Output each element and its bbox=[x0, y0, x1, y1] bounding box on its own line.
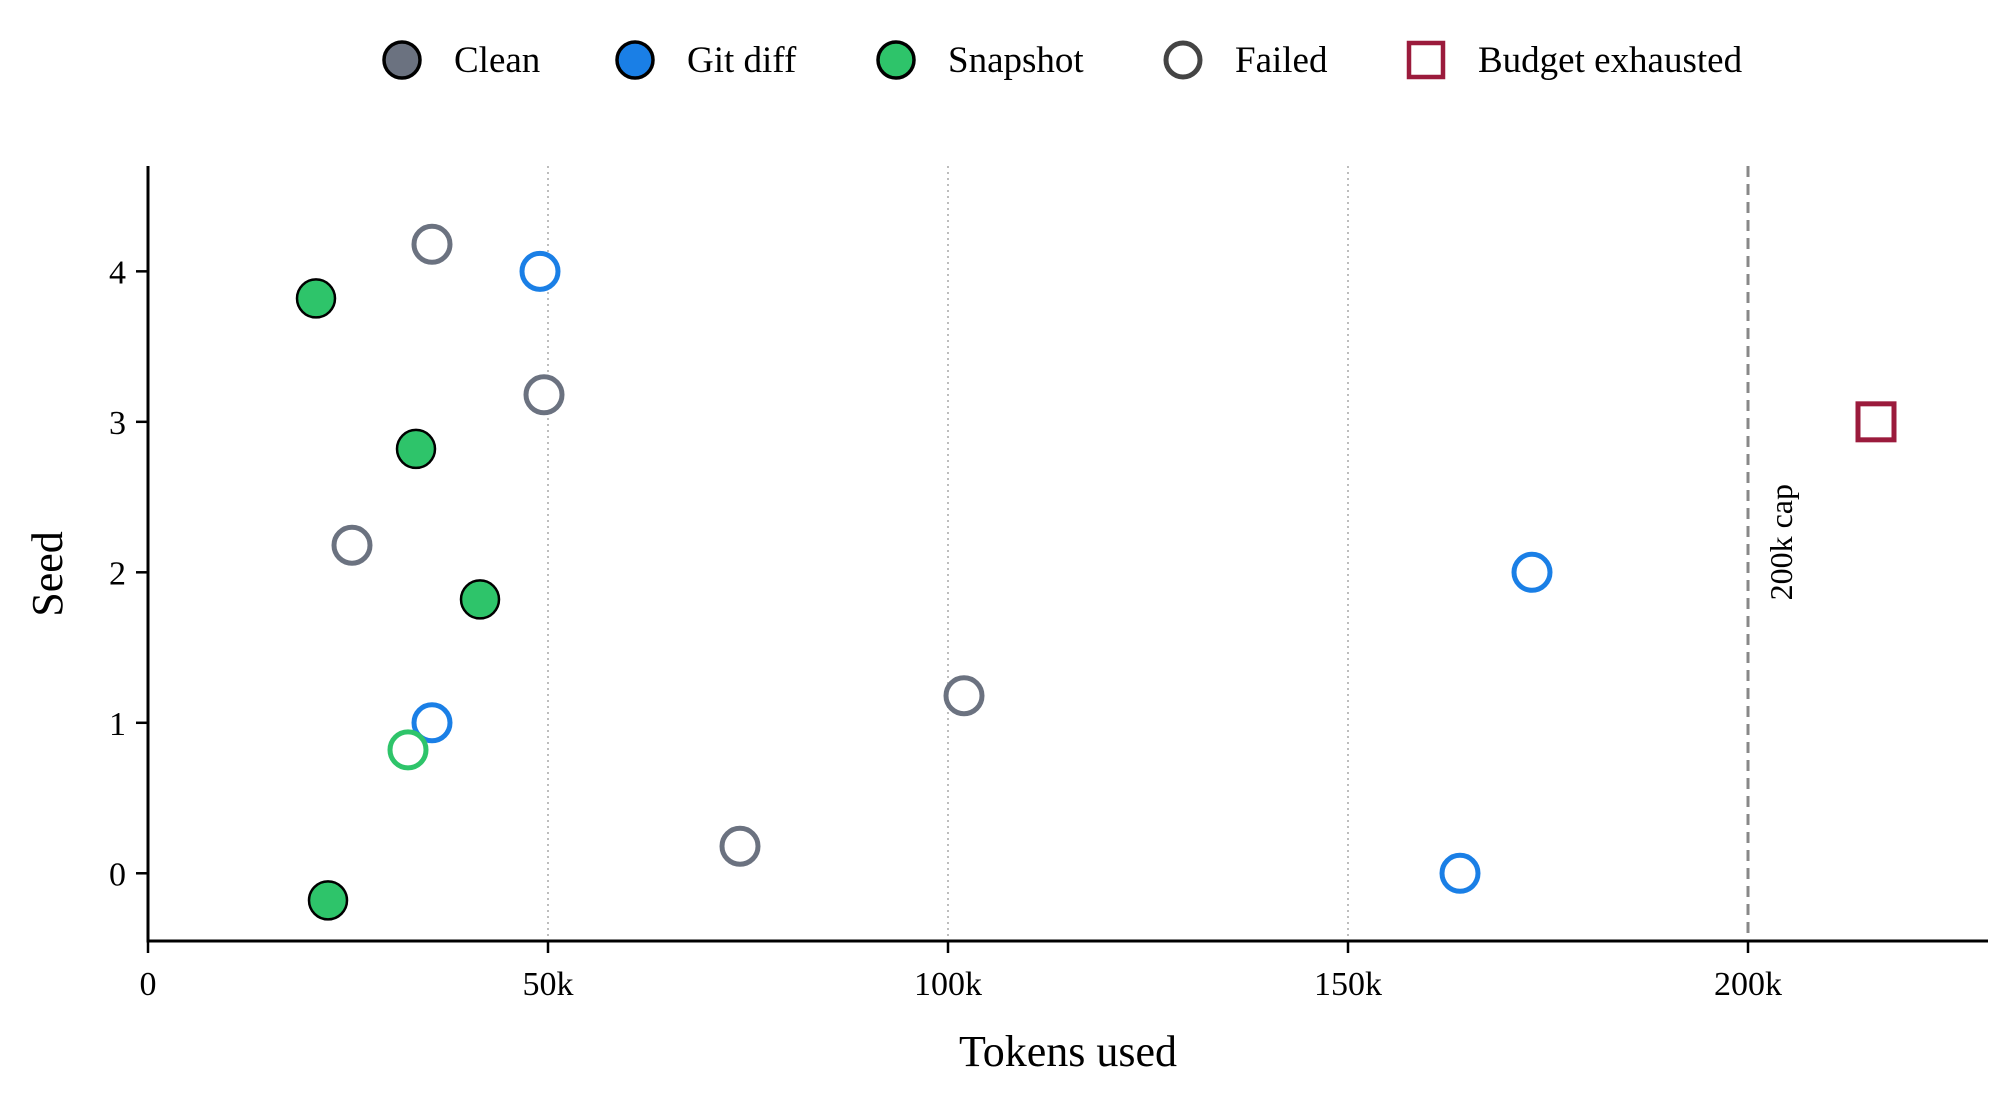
legend-marker bbox=[382, 40, 422, 80]
data-points bbox=[295, 223, 1897, 921]
legend-label: Budget exhausted bbox=[1478, 40, 1743, 81]
x-tick-label: 0 bbox=[140, 966, 157, 1003]
x-tick-label: 50k bbox=[523, 966, 574, 1003]
x-axis-label: Tokens used bbox=[959, 1027, 1177, 1076]
x-tick-label: 100k bbox=[914, 966, 982, 1003]
cap-reference-label: 200k cap bbox=[1763, 484, 1799, 600]
y-tick-label: 1 bbox=[109, 706, 126, 743]
y-axis-label: Seed bbox=[23, 531, 72, 617]
failed-point bbox=[1439, 852, 1481, 894]
failed-point bbox=[1511, 551, 1553, 593]
legend-label: Failed bbox=[1235, 40, 1328, 81]
legend-marker bbox=[1406, 40, 1446, 80]
legend-label: Snapshot bbox=[948, 40, 1084, 81]
legend: Clean Git diff Snapshot Failed Budget exhaus… bbox=[382, 40, 1743, 81]
x-tick-label: 200k bbox=[1714, 966, 1782, 1003]
reference-line-group: 200k cap bbox=[1746, 166, 1799, 941]
y-tick-label: 2 bbox=[109, 555, 126, 592]
snapshot-point bbox=[395, 428, 437, 470]
legend-label: Git diff bbox=[687, 40, 797, 81]
legend-label: Clean bbox=[454, 40, 540, 81]
failed-point bbox=[411, 702, 453, 744]
failed-point bbox=[411, 223, 453, 265]
failed-point bbox=[387, 729, 429, 771]
x-tick-label: 150k bbox=[1314, 966, 1382, 1003]
gridlines bbox=[547, 166, 1349, 941]
y-tick-label: 4 bbox=[109, 254, 126, 291]
failed-point bbox=[519, 250, 561, 292]
failed-point bbox=[523, 374, 565, 416]
failed-point bbox=[943, 675, 985, 717]
y-tick-label: 0 bbox=[109, 856, 126, 893]
y-tick-label: 3 bbox=[109, 405, 126, 442]
snapshot-point bbox=[307, 880, 349, 921]
snapshot-point bbox=[459, 579, 501, 620]
axes: 0 50k 100k 150k 200k 0 1 2 3 4 bbox=[109, 166, 1988, 1003]
budget-exhausted-point bbox=[1855, 401, 1897, 443]
failed-point bbox=[719, 825, 761, 867]
legend-marker bbox=[615, 40, 655, 80]
failed-point bbox=[331, 524, 373, 566]
snapshot-point bbox=[295, 278, 337, 319]
legend-marker bbox=[876, 40, 916, 80]
legend-marker bbox=[1163, 40, 1203, 80]
